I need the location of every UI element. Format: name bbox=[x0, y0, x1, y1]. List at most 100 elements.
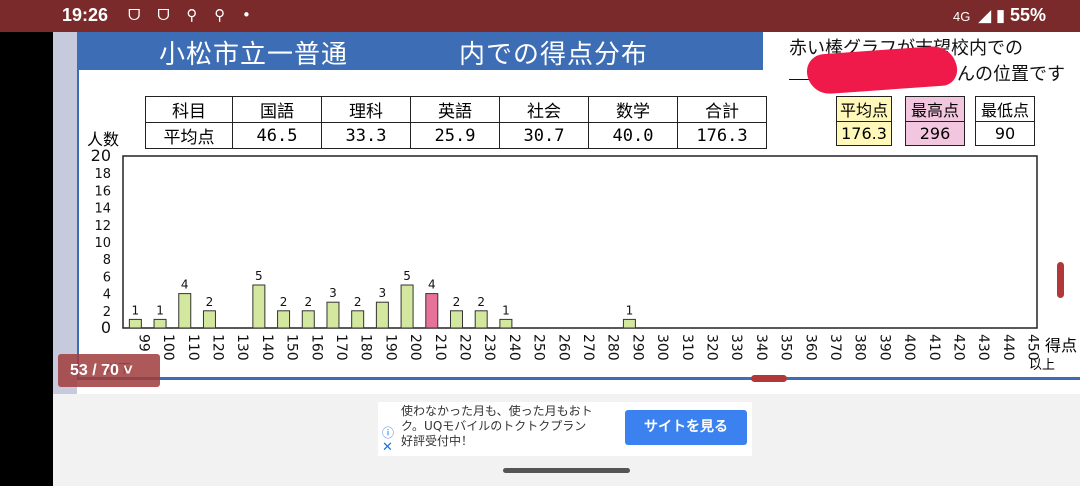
bar-count-label: 2 bbox=[206, 295, 214, 309]
x-tick-label: 160 bbox=[308, 334, 324, 361]
histogram-bar bbox=[326, 301, 340, 329]
y-tick-label: 12 bbox=[94, 219, 111, 234]
histogram-bar bbox=[202, 310, 216, 329]
average-value: 176.3 bbox=[677, 122, 767, 149]
bar-count-label: 1 bbox=[132, 303, 140, 317]
page-counter[interactable]: 53 / 70 ˅ bbox=[58, 354, 160, 387]
histogram-bar bbox=[277, 310, 291, 329]
ad-banner[interactable]: ⓘ ✕ 使わなかった月も、使った月もおトク。UQモバイルのトクトクプラン好評受付… bbox=[378, 402, 752, 456]
battery-icon: ▮ bbox=[995, 6, 1006, 25]
bar-count-label: 5 bbox=[255, 269, 263, 283]
histogram-bar bbox=[375, 301, 389, 329]
plot-frame bbox=[122, 155, 1038, 329]
x-tick-label: 110 bbox=[185, 334, 201, 361]
bar-count-label: 4 bbox=[181, 278, 189, 292]
stat-min: 最低点 90 bbox=[975, 96, 1035, 146]
bar-count-label: 1 bbox=[626, 303, 634, 317]
y-tick-label: 0 bbox=[101, 318, 111, 337]
x-tick-label: 99 bbox=[135, 334, 151, 352]
bar-count-label: 2 bbox=[477, 295, 485, 309]
subject-head: 科目 bbox=[145, 96, 233, 123]
histogram-bar bbox=[128, 318, 142, 329]
x-tick-label: 220 bbox=[456, 334, 472, 361]
y-axis-label: 人数 bbox=[87, 130, 120, 149]
x-tick-label: 410 bbox=[926, 334, 942, 361]
bar-count-label: 2 bbox=[453, 295, 461, 309]
ad-visit-button[interactable]: サイトを見る bbox=[625, 410, 747, 445]
subject-name: 英語 bbox=[410, 96, 500, 123]
y-tick-label: 10 bbox=[94, 236, 111, 251]
histogram-bar bbox=[252, 284, 266, 329]
stat-average-label: 平均点 bbox=[835, 96, 893, 122]
x-tick-label: 340 bbox=[753, 334, 769, 361]
x-tick-label: 430 bbox=[975, 334, 991, 361]
y-tick-label: 18 bbox=[94, 167, 111, 182]
home-gesture-bar[interactable] bbox=[503, 468, 630, 473]
subject-row: 科目 国語 理科 英語 社会 数学 合計 bbox=[145, 96, 767, 123]
status-time: 19:26 bbox=[62, 5, 109, 25]
title-banner: 小松市立一普通 内での得点分布 bbox=[79, 32, 763, 70]
close-icon[interactable]: ✕ bbox=[382, 440, 393, 455]
vertical-scroll-handle[interactable] bbox=[1057, 262, 1064, 298]
status-bar: 19:26 ᗜ ᗜ ⚲ ⚲ • 4G ◢ ▮ 55% bbox=[0, 0, 1080, 32]
x-axis-upper-suffix: 以上 bbox=[1029, 358, 1056, 373]
y-tick-label: 4 bbox=[103, 288, 111, 303]
x-tick-label: 390 bbox=[876, 334, 892, 361]
average-table: 科目 国語 理科 英語 社会 数学 合計 平均点 46.5 33.3 25.9 … bbox=[145, 96, 767, 149]
x-axis-label: 得点 bbox=[1045, 336, 1078, 355]
x-tick-label: 200 bbox=[407, 334, 423, 361]
x-tick-label: 380 bbox=[852, 334, 868, 361]
histogram-bar bbox=[351, 310, 365, 329]
viewer-margin bbox=[53, 32, 77, 394]
x-tick-label: 310 bbox=[679, 334, 695, 361]
histogram-bar bbox=[178, 293, 192, 329]
stat-average-value: 176.3 bbox=[835, 121, 893, 146]
x-tick-label: 400 bbox=[901, 334, 917, 361]
bar-count-label: 5 bbox=[403, 269, 411, 283]
x-tick-label: 240 bbox=[506, 334, 522, 361]
x-tick-label: 420 bbox=[951, 334, 967, 361]
x-tick-label: 290 bbox=[629, 334, 645, 361]
document-viewer[interactable]: 小松市立一普通 内での得点分布 赤い棒グラフが志望校内での さんの位置です 科目… bbox=[53, 32, 1080, 394]
x-tick-label: 140 bbox=[259, 334, 275, 361]
horizontal-scroll-handle[interactable] bbox=[751, 375, 787, 382]
subject-name: 国語 bbox=[232, 96, 322, 123]
y-tick-label: 2 bbox=[103, 305, 111, 320]
page-bottom-border bbox=[77, 377, 1080, 380]
x-tick-label: 210 bbox=[432, 334, 448, 361]
average-value: 33.3 bbox=[321, 122, 411, 149]
x-tick-label: 100 bbox=[160, 334, 176, 361]
bar-count-label: 3 bbox=[379, 286, 387, 300]
stat-max-label: 最高点 bbox=[905, 96, 965, 122]
subject-name: 理科 bbox=[321, 96, 411, 123]
document-page: 小松市立一普通 内での得点分布 赤い棒グラフが志望校内での さんの位置です 科目… bbox=[77, 32, 1080, 378]
histogram-bar bbox=[622, 318, 636, 329]
bar-count-label: 2 bbox=[304, 295, 312, 309]
y-tick-label: 8 bbox=[103, 253, 111, 268]
x-tick-label: 320 bbox=[704, 334, 720, 361]
histogram-bar bbox=[400, 284, 414, 329]
x-tick-label: 350 bbox=[778, 334, 794, 361]
histogram-bar bbox=[425, 293, 439, 329]
x-tick-label: 190 bbox=[382, 334, 398, 361]
x-tick-label: 260 bbox=[555, 334, 571, 361]
x-tick-label: 300 bbox=[654, 334, 670, 361]
histogram-bar bbox=[474, 310, 488, 329]
x-tick-label: 330 bbox=[728, 334, 744, 361]
info-icon[interactable]: ⓘ bbox=[382, 426, 395, 440]
x-tick-label: 130 bbox=[234, 334, 250, 361]
average-head: 平均点 bbox=[145, 122, 233, 149]
stat-min-label: 最低点 bbox=[975, 96, 1035, 122]
y-tick-label: 14 bbox=[94, 202, 111, 217]
histogram-bar bbox=[499, 318, 513, 329]
notification-icons: ᗜ ᗜ ⚲ ⚲ • bbox=[128, 6, 257, 24]
x-tick-label: 180 bbox=[358, 334, 374, 361]
average-value: 25.9 bbox=[410, 122, 500, 149]
x-tick-label: 250 bbox=[531, 334, 547, 361]
bar-count-label: 1 bbox=[156, 303, 164, 317]
x-tick-label: 370 bbox=[827, 334, 843, 361]
x-tick-label: 280 bbox=[605, 334, 621, 361]
signal-icon: ◢ bbox=[978, 6, 992, 25]
bar-count-label: 4 bbox=[428, 278, 436, 292]
